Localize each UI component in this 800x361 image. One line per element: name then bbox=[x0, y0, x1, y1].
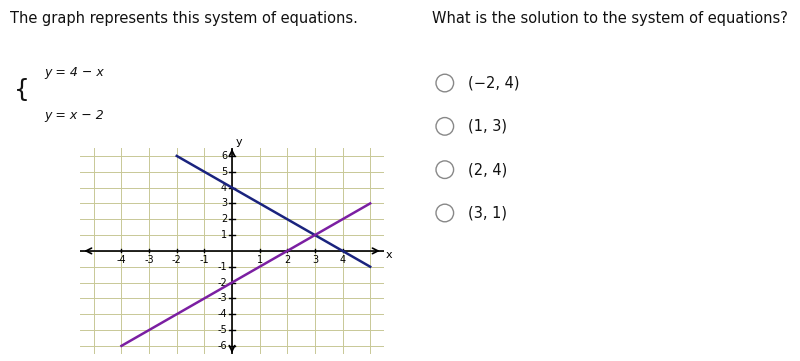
Text: (2, 4): (2, 4) bbox=[468, 162, 507, 177]
Text: 5: 5 bbox=[221, 167, 227, 177]
Text: x: x bbox=[386, 250, 392, 260]
Text: -5: -5 bbox=[218, 325, 227, 335]
Text: y = 4 − x: y = 4 − x bbox=[44, 66, 104, 79]
Text: -2: -2 bbox=[172, 255, 182, 265]
Text: 4: 4 bbox=[221, 183, 227, 192]
Text: -6: -6 bbox=[218, 341, 227, 351]
Text: 4: 4 bbox=[339, 255, 346, 265]
Text: -3: -3 bbox=[218, 293, 227, 303]
Text: (1, 3): (1, 3) bbox=[468, 119, 507, 134]
Text: 1: 1 bbox=[221, 230, 227, 240]
Text: The graph represents this system of equations.: The graph represents this system of equa… bbox=[10, 11, 358, 26]
Text: -4: -4 bbox=[117, 255, 126, 265]
Text: -3: -3 bbox=[144, 255, 154, 265]
Text: (−2, 4): (−2, 4) bbox=[468, 75, 519, 91]
Text: 2: 2 bbox=[284, 255, 290, 265]
Text: -2: -2 bbox=[218, 278, 227, 288]
Text: 6: 6 bbox=[221, 151, 227, 161]
Text: (3, 1): (3, 1) bbox=[468, 205, 507, 221]
Text: 3: 3 bbox=[312, 255, 318, 265]
Text: 3: 3 bbox=[221, 199, 227, 208]
Text: What is the solution to the system of equations?: What is the solution to the system of eq… bbox=[432, 11, 788, 26]
Text: 1: 1 bbox=[257, 255, 262, 265]
Text: 2: 2 bbox=[221, 214, 227, 224]
Text: -1: -1 bbox=[199, 255, 209, 265]
Text: -4: -4 bbox=[218, 309, 227, 319]
Text: {: { bbox=[14, 78, 30, 102]
Text: y: y bbox=[235, 137, 242, 147]
Text: y = x − 2: y = x − 2 bbox=[44, 109, 104, 122]
Text: -1: -1 bbox=[218, 262, 227, 272]
